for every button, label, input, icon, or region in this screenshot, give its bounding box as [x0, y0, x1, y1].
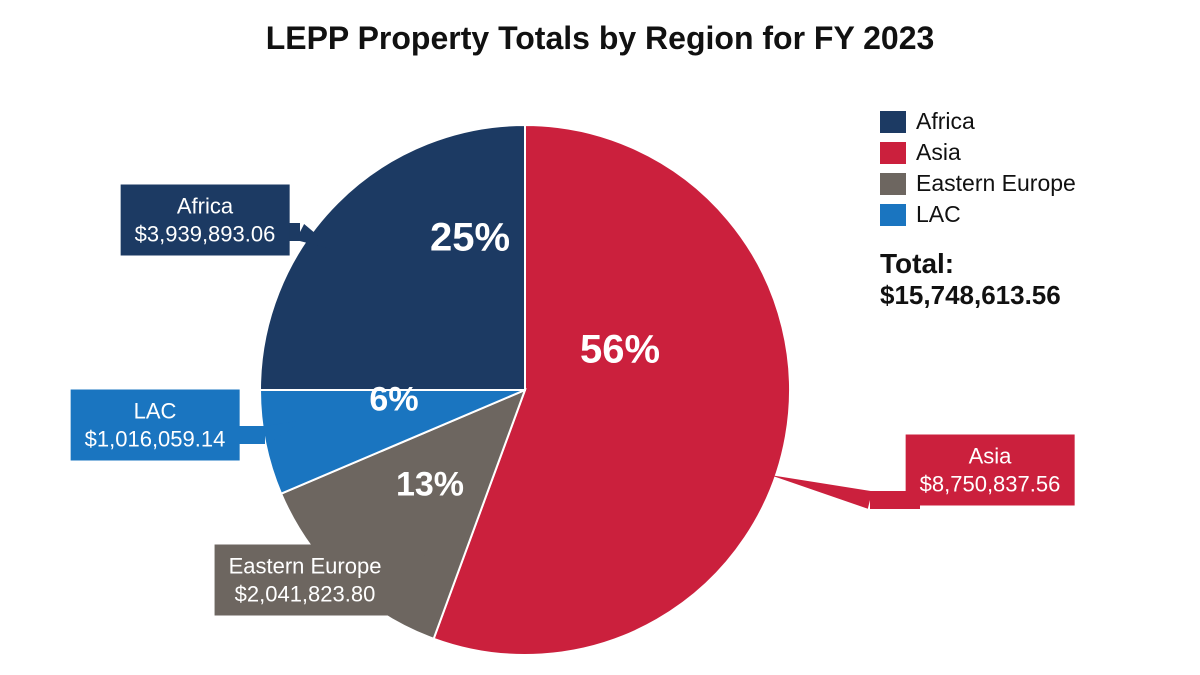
total-label: Total:	[880, 248, 1061, 280]
legend-label: Asia	[916, 139, 961, 166]
callout-pointer-africa	[296, 224, 335, 250]
pct-label-lac: 6%	[369, 381, 418, 420]
legend-swatch	[880, 173, 906, 195]
legend: Africa Asia Eastern Europe LAC	[880, 108, 1076, 232]
callout-pointer-asia	[770, 475, 872, 509]
legend-swatch	[880, 204, 906, 226]
callout-lac: LAC$1,016,059.14	[71, 390, 240, 461]
legend-label: Eastern Europe	[916, 170, 1076, 197]
legend-item: Africa	[880, 108, 1076, 135]
legend-item: Eastern Europe	[880, 170, 1076, 197]
total-block: Total: $15,748,613.56	[880, 248, 1061, 311]
callout-label: Africa	[135, 193, 276, 221]
callout-label: Eastern Europe	[229, 553, 382, 581]
callout-value: $3,939,893.06	[135, 220, 276, 248]
legend-swatch	[880, 111, 906, 133]
chart-stage: LEPP Property Totals by Region for FY 20…	[0, 0, 1200, 675]
callout-label: Asia	[920, 443, 1061, 471]
callout-africa: Africa$3,939,893.06	[121, 185, 290, 256]
legend-swatch	[880, 142, 906, 164]
pct-label-asia: 56%	[580, 328, 660, 373]
legend-item: Asia	[880, 139, 1076, 166]
legend-item: LAC	[880, 201, 1076, 228]
callout-value: $2,041,823.80	[229, 580, 382, 608]
callout-eastern_europe: Eastern Europe$2,041,823.80	[215, 545, 396, 616]
pct-label-africa: 25%	[430, 216, 510, 261]
total-value: $15,748,613.56	[880, 280, 1061, 311]
callout-asia: Asia$8,750,837.56	[906, 435, 1075, 506]
callout-value: $8,750,837.56	[920, 470, 1061, 498]
callout-pointer-lac	[262, 420, 305, 443]
pct-label-eastern_europe: 13%	[396, 466, 464, 505]
legend-label: LAC	[916, 201, 961, 228]
callout-value: $1,016,059.14	[85, 425, 226, 453]
legend-label: Africa	[916, 108, 975, 135]
callout-label: LAC	[85, 398, 226, 426]
